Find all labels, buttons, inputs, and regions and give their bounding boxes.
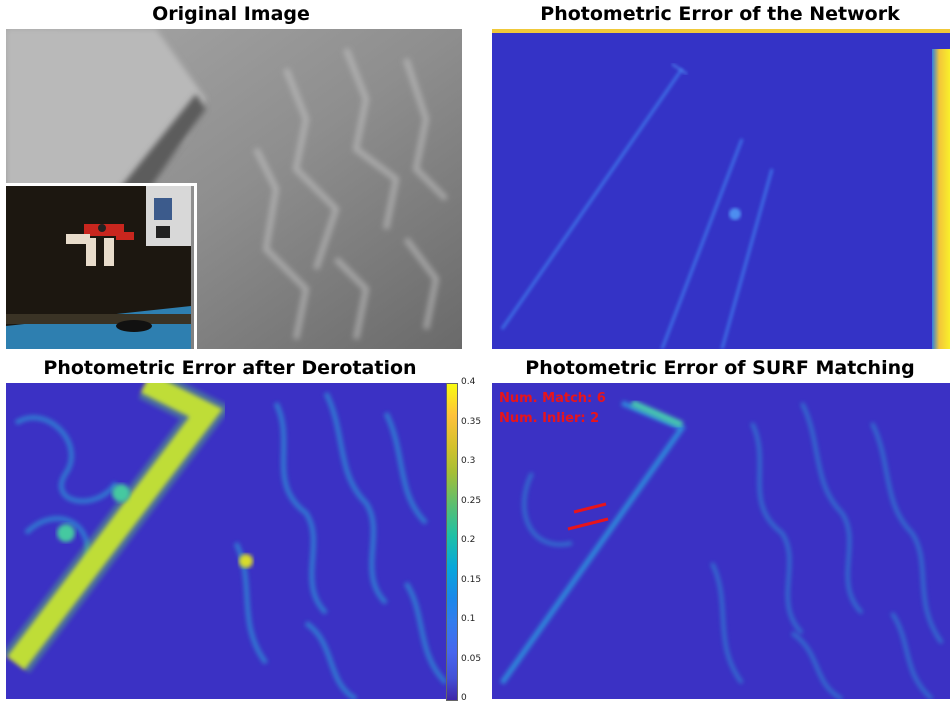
colorbar-tick-label: 0 xyxy=(461,693,467,703)
colorbar-tick-label: 0.35 xyxy=(461,417,482,427)
colorbar-tick-label: 0.3 xyxy=(461,456,476,466)
derotation-error-panel xyxy=(6,383,448,699)
colorbar-tick-label: 0.15 xyxy=(461,575,482,585)
surf-num-inlier-label: Num. Inlier: 2 xyxy=(499,411,600,426)
surf-num-match-label: Num. Match: 6 xyxy=(499,391,606,406)
surf-match-line xyxy=(573,502,607,514)
drone-inset-photo xyxy=(6,183,197,352)
colorbar-tick-label: 0.4 xyxy=(461,377,476,387)
colorbar-tick-label: 0.05 xyxy=(461,654,482,664)
network-error-title: Photometric Error of the Network xyxy=(540,3,900,25)
surf-match-line xyxy=(567,517,609,531)
original-image-title: Original Image xyxy=(152,3,310,25)
colorbar-tick-label: 0.25 xyxy=(461,496,482,506)
colorbar-tick-label: 0.2 xyxy=(461,535,476,545)
colorbar xyxy=(446,383,458,701)
network-error-panel xyxy=(492,29,950,349)
derotation-error-title: Photometric Error after Derotation xyxy=(43,357,417,379)
surf-error-panel xyxy=(492,383,950,699)
colorbar-tick-label: 0.1 xyxy=(461,614,476,624)
surf-error-title: Photometric Error of SURF Matching xyxy=(525,357,915,379)
